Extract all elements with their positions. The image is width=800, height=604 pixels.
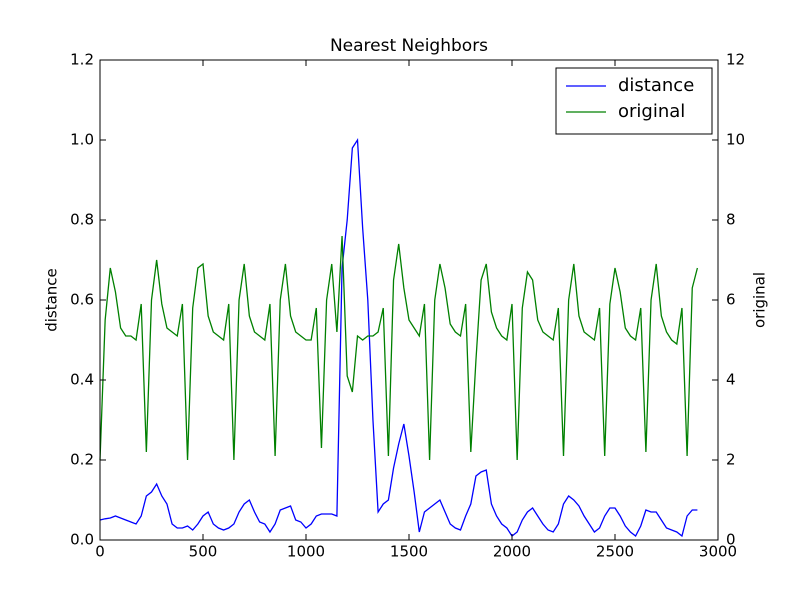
legend-box [555,67,713,135]
y2-axis-label: original [751,272,769,328]
y2-tick-label: 0 [726,531,736,549]
x-tick-label: 1500 [390,543,428,561]
legend-label: distance [618,75,694,96]
x-tick-label: 2000 [493,543,531,561]
y2-tick-label: 10 [726,131,745,149]
legend-label: original [618,101,685,122]
y2-tick-label: 12 [726,51,745,69]
y2-tick-label: 6 [726,291,736,309]
y2-tick-label: 4 [726,371,736,389]
y-tick-label: 0.8 [70,211,94,229]
x-tick-label: 3000 [699,543,737,561]
data-line [99,137,698,538]
y2-tick-label: 2 [726,451,736,469]
x-tick-label: 1000 [287,543,325,561]
y2-tick-label: 8 [726,211,736,229]
chart-title: Nearest Neighbors [330,36,488,56]
y-tick-label: 0.4 [70,371,94,389]
data-line [99,235,699,461]
x-tick-label: 500 [189,543,218,561]
y-tick-label: 1.2 [70,51,94,69]
x-tick-label: 0 [95,543,105,561]
y-tick-label: 1.0 [70,131,94,149]
y-tick-label: 0.0 [70,531,94,549]
y-tick-label: 0.6 [70,291,94,309]
y-tick-label: 0.2 [70,451,94,469]
x-tick-label: 2500 [596,543,634,561]
y-axis-label: distance [43,268,61,332]
